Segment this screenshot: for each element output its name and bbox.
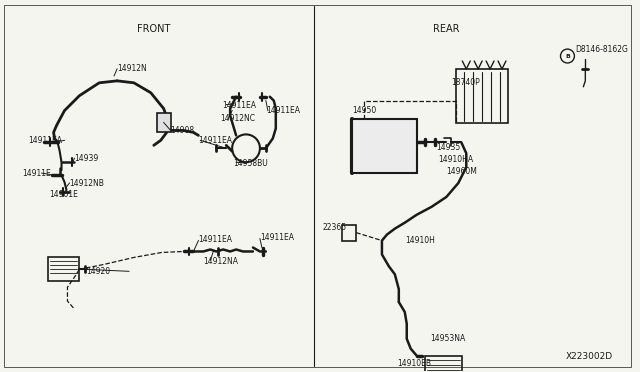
Text: 14910EB: 14910EB: [397, 359, 431, 368]
Bar: [424, 356, 462, 372]
Text: 14953NA: 14953NA: [431, 334, 466, 343]
Text: 14910H: 14910H: [404, 236, 435, 245]
Text: 14912NC: 14912NC: [220, 114, 255, 123]
Text: 14912NB: 14912NB: [70, 179, 104, 187]
Text: 14960M: 14960M: [447, 167, 477, 176]
Text: X223002D: X223002D: [566, 352, 613, 361]
Text: 14908: 14908: [171, 126, 195, 135]
Bar: [342, 225, 356, 241]
Text: 14901E: 14901E: [50, 190, 79, 199]
Bar: [157, 113, 171, 132]
Text: 14911E: 14911E: [22, 169, 51, 177]
Text: 18740P: 18740P: [451, 78, 480, 87]
Text: 14910HA: 14910HA: [438, 155, 474, 164]
Text: 14911EA: 14911EA: [222, 101, 256, 110]
Text: 14912N: 14912N: [117, 64, 147, 73]
Bar: [47, 257, 79, 281]
Text: 22365: 22365: [323, 223, 346, 232]
Text: 14911EA: 14911EA: [260, 233, 294, 242]
Text: 14920: 14920: [86, 267, 111, 276]
Text: 14912NA: 14912NA: [204, 257, 238, 266]
Text: D8146-8162G: D8146-8162G: [575, 45, 628, 54]
Text: B: B: [565, 54, 570, 58]
Text: 14911EA: 14911EA: [266, 106, 300, 115]
Bar: [352, 119, 417, 173]
Text: 14911EA: 14911EA: [198, 136, 232, 145]
Text: 14950: 14950: [352, 106, 376, 115]
Text: 14911EA: 14911EA: [28, 136, 62, 145]
Text: FRONT: FRONT: [137, 24, 170, 34]
Bar: [456, 69, 508, 124]
Text: 14939: 14939: [74, 154, 99, 163]
Text: 14958BU: 14958BU: [233, 159, 268, 168]
Text: 14911EA: 14911EA: [198, 235, 232, 244]
Text: 14935: 14935: [436, 143, 461, 152]
Text: REAR: REAR: [433, 24, 460, 34]
